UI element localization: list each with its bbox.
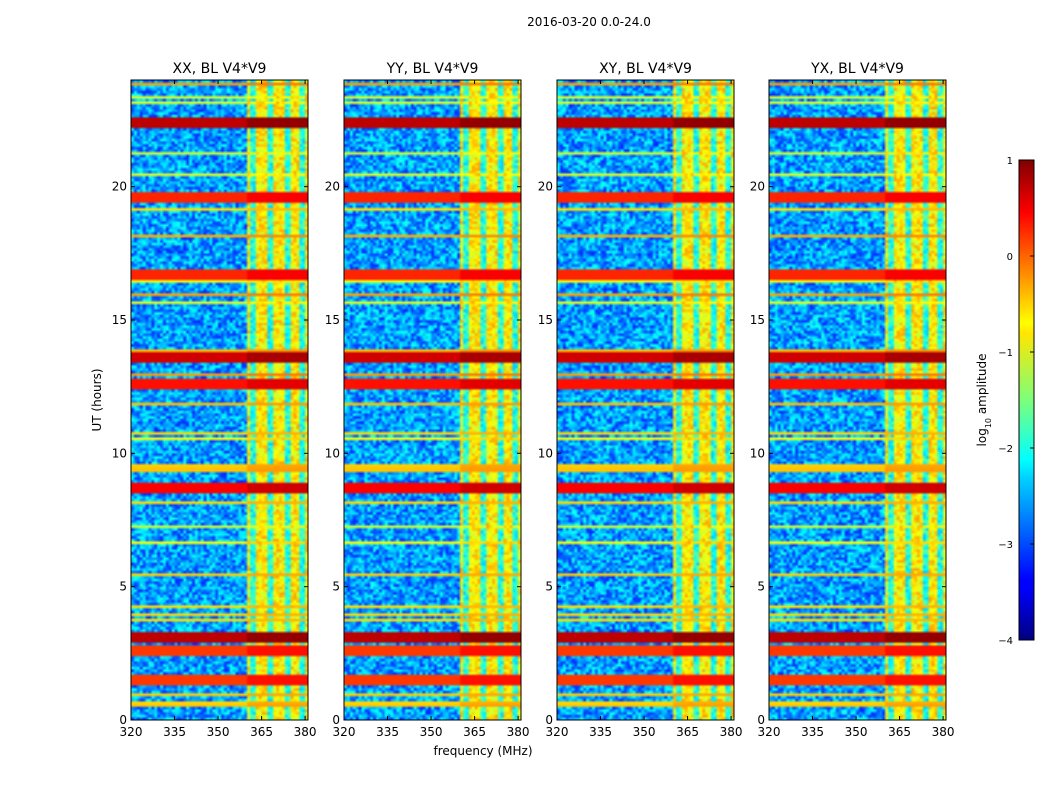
colorbar-ticks: 1 0 −1 −2 −3 −4: [998, 156, 1034, 647]
colorbar: 1 0 −1 −2 −3 −4 log10 amplitude: [975, 156, 1035, 647]
x-tick-label: 350: [845, 725, 868, 739]
y-tick-label: 10: [325, 446, 340, 460]
x-axis-label: frequency (MHz): [433, 744, 532, 758]
colorbar-label: log10 amplitude: [975, 354, 993, 447]
y-tick-label: 5: [545, 580, 553, 594]
x-tick-label: 320: [333, 725, 356, 739]
colorbar-frame: [1018, 159, 1035, 641]
colorbar-tick-label: 1: [1007, 156, 1013, 167]
y-tick-label: 5: [119, 580, 127, 594]
y-axis-label: UT (hours): [90, 368, 104, 431]
panel-yy: YY, BL V4*V9 320 335 350 365 380 0 5 10 15 20: [325, 61, 530, 739]
panel-title: YY, BL V4*V9: [386, 61, 479, 77]
plot-frame: [768, 79, 947, 721]
y-tick-label: 10: [538, 446, 553, 460]
panel-title: XY, BL V4*V9: [599, 61, 692, 77]
colorbar-gradient: [1019, 160, 1034, 640]
y-tick-label: 0: [119, 713, 127, 727]
plot-frame: [556, 79, 735, 721]
x-tick-label: 380: [720, 725, 743, 739]
heatmap-image-yy: [344, 80, 521, 720]
x-tick-label: 320: [758, 725, 781, 739]
x-tick-label: 350: [633, 725, 656, 739]
x-tick-label: 320: [546, 725, 569, 739]
y-tick-label: 15: [750, 313, 765, 327]
y-tick-label: 10: [750, 446, 765, 460]
y-tick-label: 5: [757, 580, 765, 594]
y-tick-label: 20: [750, 180, 765, 194]
panel-title: XX, BL V4*V9: [173, 61, 267, 77]
x-tick-label: 320: [120, 725, 143, 739]
heatmap-image-xx: [131, 80, 308, 720]
y-tick-label: 20: [325, 180, 340, 194]
y-tick-label: 20: [538, 180, 553, 194]
y-tick-label: 0: [757, 713, 765, 727]
y-tick-label: 0: [545, 713, 553, 727]
x-tick-label: 380: [932, 725, 955, 739]
colorbar-tick-label: −4: [998, 636, 1013, 647]
x-tick-label: 380: [294, 725, 317, 739]
heatmap-image-xy: [557, 80, 734, 720]
y-tick-label: 20: [112, 180, 127, 194]
plot-frame: [343, 79, 522, 721]
figure-suptitle: 2016-03-20 0.0-24.0: [527, 15, 651, 29]
x-tick-label: 365: [888, 725, 911, 739]
x-tick-label: 365: [463, 725, 486, 739]
y-tick-label: 15: [538, 313, 553, 327]
y-tick-label: 15: [325, 313, 340, 327]
x-tick-label: 335: [589, 725, 612, 739]
colorbar-tick-label: −1: [998, 348, 1013, 359]
y-tick-label: 15: [112, 313, 127, 327]
x-tick-label: 350: [207, 725, 230, 739]
x-tick-label: 335: [801, 725, 824, 739]
plot-frame: [130, 79, 309, 721]
panel-yx: YX, BL V4*V9 320 335 350 365 380 0 5 10 15 20: [750, 61, 955, 739]
y-tick-label: 5: [332, 580, 340, 594]
x-tick-label: 380: [507, 725, 530, 739]
x-tick-label: 335: [163, 725, 186, 739]
x-tick-label: 335: [376, 725, 399, 739]
y-tick-label: 0: [332, 713, 340, 727]
colorbar-tick-label: −2: [998, 444, 1013, 455]
x-tick-label: 365: [676, 725, 699, 739]
y-tick-label: 10: [112, 446, 127, 460]
heatmap-image-yx: [769, 80, 946, 720]
x-tick-label: 350: [420, 725, 443, 739]
colorbar-tick-label: 0: [1007, 252, 1013, 263]
panel-xy: XY, BL V4*V9 320 335 350 365 380 0 5 10 15 20: [538, 61, 743, 739]
panel-xx: XX, BL V4*V9 320 335 350 365 380 0 5 10 15 20: [112, 61, 317, 739]
colorbar-tick-label: −3: [998, 540, 1013, 551]
panel-title: YX, BL V4*V9: [810, 61, 904, 77]
x-tick-label: 365: [250, 725, 273, 739]
